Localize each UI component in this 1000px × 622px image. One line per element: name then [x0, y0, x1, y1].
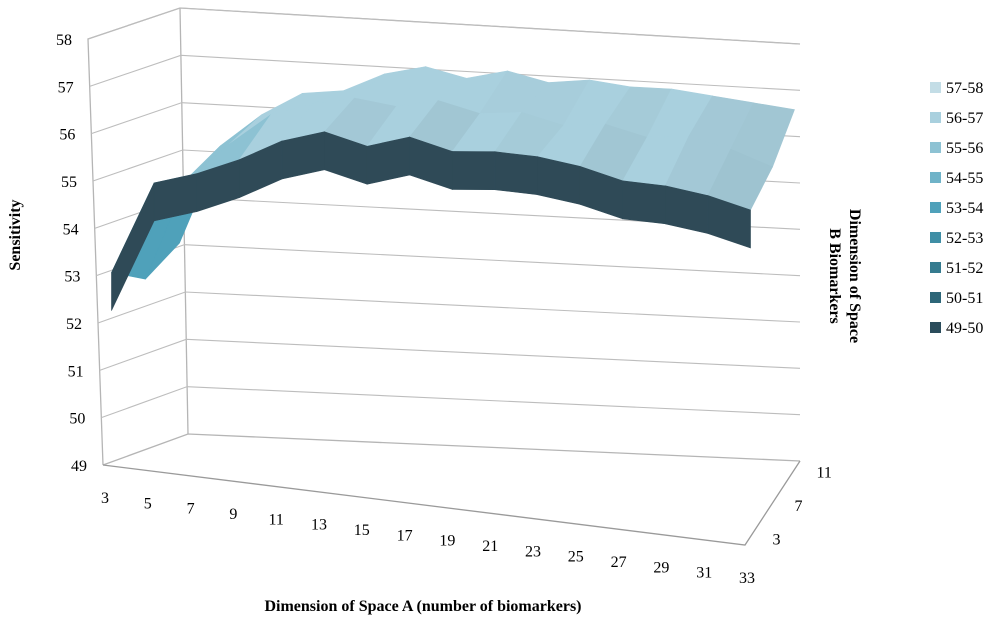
surface-plot [111, 66, 795, 311]
legend-swatch [930, 232, 941, 243]
x-tick-label: 25 [568, 549, 584, 566]
floor-back-edge [102, 433, 801, 466]
x-tick-label: 31 [696, 565, 712, 582]
legend-swatch [930, 262, 941, 273]
x-tick-label: 3 [101, 490, 109, 507]
x-tick-labels: 3 5 7 9 11 13 15 17 19 21 23 25 27 29 31 33 [101, 490, 755, 587]
surface-front-face [707, 195, 751, 249]
legend-swatch [930, 112, 941, 123]
legend-label: 57-58 [946, 80, 983, 97]
y-axis-title: Sensitivity [7, 199, 24, 270]
z-tick-label: 7 [795, 498, 803, 515]
legend-swatch [930, 292, 941, 303]
x-tick-label: 23 [525, 543, 541, 560]
gridline [99, 338, 801, 371]
legend-label: 56-57 [946, 110, 983, 127]
legend-swatch [930, 142, 941, 153]
legend-label: 49-50 [946, 320, 983, 337]
gridline [89, 54, 801, 91]
y-tick-label: 53 [64, 269, 80, 286]
x-tick-label: 7 [187, 501, 195, 518]
x-tick-label: 33 [739, 570, 755, 587]
x-tick-label: 15 [354, 522, 370, 539]
z-axis-title-line2: B Biomarkers [826, 228, 843, 324]
x-tick-label: 17 [397, 527, 413, 544]
gridline [87, 7, 801, 45]
gridline [101, 386, 801, 419]
y-tick-label: 57 [58, 79, 74, 96]
z-tick-label: 3 [773, 532, 781, 549]
x-tick-label: 27 [611, 554, 627, 571]
surface-front-face [451, 151, 496, 191]
x-tick-label: 19 [439, 533, 455, 550]
x-tick-label: 5 [144, 495, 152, 512]
legend-label: 51-52 [946, 260, 983, 277]
legend-swatch [930, 322, 941, 333]
x-tick-label: 9 [229, 506, 237, 523]
x-tick-label: 13 [311, 517, 327, 534]
legend-swatch [930, 82, 941, 93]
y-tick-labels: 49 50 51 52 53 54 55 56 57 58 [56, 32, 87, 475]
legend-label: 50-51 [946, 290, 983, 307]
y-tick-label: 50 [69, 411, 85, 428]
y-tick-label: 52 [66, 316, 82, 333]
y-tick-label: 55 [61, 174, 77, 191]
y-tick-label: 56 [59, 127, 75, 144]
legend-swatch [930, 202, 941, 213]
x-tick-label: 11 [268, 511, 283, 528]
surface-front-face [622, 180, 666, 225]
x-tick-label: 21 [482, 538, 498, 555]
legend: 57-58 56-57 55-56 54-55 53-54 52-53 51-52 50-51… [930, 80, 983, 337]
gridline [97, 291, 801, 324]
legend-label: 54-55 [946, 170, 983, 187]
floor-front-edge [102, 460, 801, 546]
z-tick-labels: 37 11 [773, 464, 832, 548]
legend-swatch [930, 172, 941, 183]
y-tick-label: 58 [56, 32, 72, 49]
z-axis-title-line1: Dimension of Space [846, 209, 863, 343]
x-axis-title: Dimension of Space A (number of biomarke… [264, 598, 581, 615]
x-tick-label: 29 [653, 559, 669, 576]
gridline [96, 244, 801, 277]
surface-front-face [494, 151, 538, 196]
legend-label: 55-56 [946, 140, 983, 157]
legend-label: 52-53 [946, 230, 983, 247]
z-tick-label: 11 [817, 464, 832, 481]
y-tick-label: 51 [68, 363, 84, 380]
legend-label: 53-54 [946, 200, 983, 217]
y-tick-label: 49 [71, 458, 87, 475]
y-tick-label: 54 [63, 221, 79, 238]
